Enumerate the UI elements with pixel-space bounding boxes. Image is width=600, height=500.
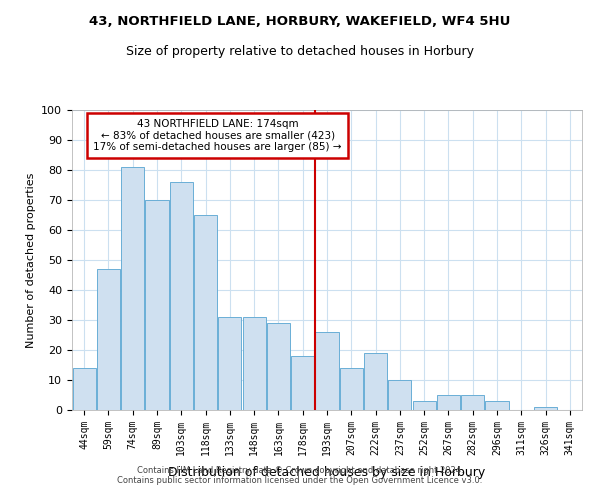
Bar bbox=[73, 368, 95, 410]
Bar bbox=[534, 407, 557, 410]
Text: 43, NORTHFIELD LANE, HORBURY, WAKEFIELD, WF4 5HU: 43, NORTHFIELD LANE, HORBURY, WAKEFIELD,… bbox=[89, 15, 511, 28]
Bar bbox=[121, 167, 144, 410]
Bar bbox=[388, 380, 412, 410]
Bar bbox=[170, 182, 193, 410]
Bar bbox=[145, 200, 169, 410]
Bar bbox=[485, 401, 509, 410]
Bar bbox=[461, 395, 484, 410]
Bar bbox=[413, 401, 436, 410]
Bar bbox=[316, 332, 338, 410]
Bar bbox=[97, 269, 120, 410]
Bar bbox=[291, 356, 314, 410]
Bar bbox=[340, 368, 363, 410]
Bar bbox=[194, 215, 217, 410]
Bar bbox=[218, 317, 241, 410]
Y-axis label: Number of detached properties: Number of detached properties bbox=[26, 172, 36, 348]
Text: Contains HM Land Registry data © Crown copyright and database right 2024.
Contai: Contains HM Land Registry data © Crown c… bbox=[118, 466, 482, 485]
Bar bbox=[267, 323, 290, 410]
Bar bbox=[242, 317, 266, 410]
Bar bbox=[437, 395, 460, 410]
Text: 43 NORTHFIELD LANE: 174sqm
← 83% of detached houses are smaller (423)
17% of sem: 43 NORTHFIELD LANE: 174sqm ← 83% of deta… bbox=[94, 119, 342, 152]
X-axis label: Distribution of detached houses by size in Horbury: Distribution of detached houses by size … bbox=[169, 466, 485, 479]
Text: Size of property relative to detached houses in Horbury: Size of property relative to detached ho… bbox=[126, 45, 474, 58]
Bar bbox=[364, 353, 387, 410]
